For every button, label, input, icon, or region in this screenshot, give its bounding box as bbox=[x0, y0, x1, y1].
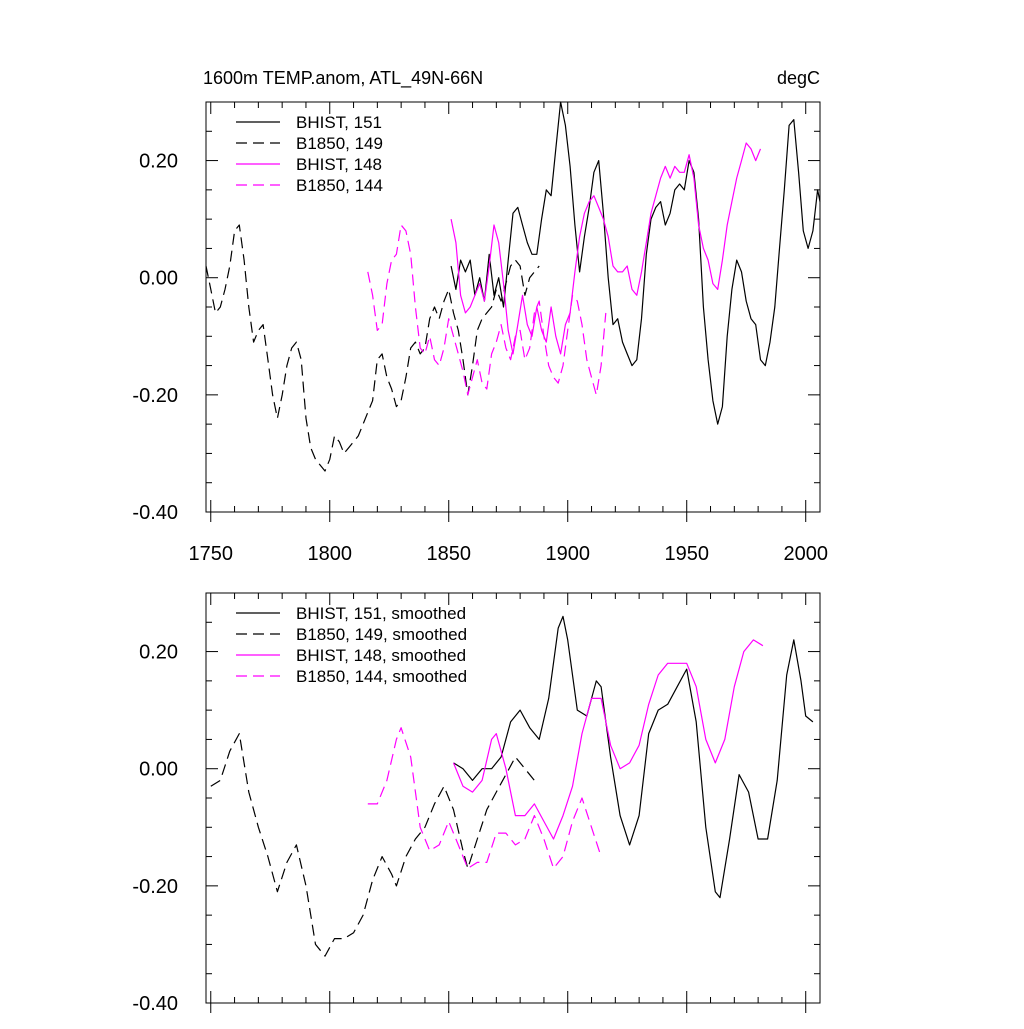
units-label: degC bbox=[777, 68, 820, 88]
y-tick-label: 0.00 bbox=[139, 759, 178, 781]
legend-entry-label: BHIST, 151 bbox=[296, 113, 382, 132]
x-tick-label: 1900 bbox=[545, 543, 590, 565]
y-tick-label: -0.40 bbox=[132, 502, 178, 524]
legend-entry-label: BHIST, 151, smoothed bbox=[296, 604, 466, 623]
legend-entry-label: B1850, 144, smoothed bbox=[296, 667, 467, 686]
chart-title: 1600m TEMP.anom, ATL_49N-66N bbox=[203, 68, 483, 89]
legend-entry-label: BHIST, 148, smoothed bbox=[296, 646, 466, 665]
y-tick-label: 0.20 bbox=[139, 642, 178, 664]
y-tick-label: -0.20 bbox=[132, 876, 178, 898]
y-tick-label: 0.00 bbox=[139, 268, 178, 290]
top-plot-panel: -0.40 -0.20 0.00 0.20 1750 1800 1850 1900 1950 20… bbox=[132, 101, 828, 565]
series-line-1 bbox=[453, 615, 814, 899]
legend-entry-label: B1850, 144 bbox=[296, 176, 383, 195]
series-line-3 bbox=[450, 142, 762, 355]
x-tick-label: 1950 bbox=[664, 543, 709, 565]
series-line-4 bbox=[367, 224, 607, 396]
x-tick-label: 2000 bbox=[783, 543, 828, 565]
y-tick-label: -0.40 bbox=[132, 993, 178, 1015]
bottom-plot-panel: -0.40 -0.20 0.00 0.20 BHIST, 151, smoothed B1… bbox=[132, 592, 821, 1015]
x-tick-label: 1850 bbox=[426, 543, 471, 565]
x-tick-label: 1750 bbox=[189, 543, 234, 565]
series-line-2 bbox=[205, 224, 540, 472]
series-line-4 bbox=[367, 727, 602, 869]
x-tick-label: 1800 bbox=[308, 543, 353, 565]
legend-entry-label: B1850, 149 bbox=[296, 134, 383, 153]
y-tick-label: -0.20 bbox=[132, 385, 178, 407]
y-tick-label: 0.20 bbox=[139, 151, 178, 173]
legend-entry-label: BHIST, 148 bbox=[296, 155, 382, 174]
series-line-2 bbox=[210, 733, 535, 957]
series-line-3 bbox=[452, 639, 764, 840]
series-line-1 bbox=[450, 101, 821, 425]
legend-entry-label: B1850, 149, smoothed bbox=[296, 625, 467, 644]
